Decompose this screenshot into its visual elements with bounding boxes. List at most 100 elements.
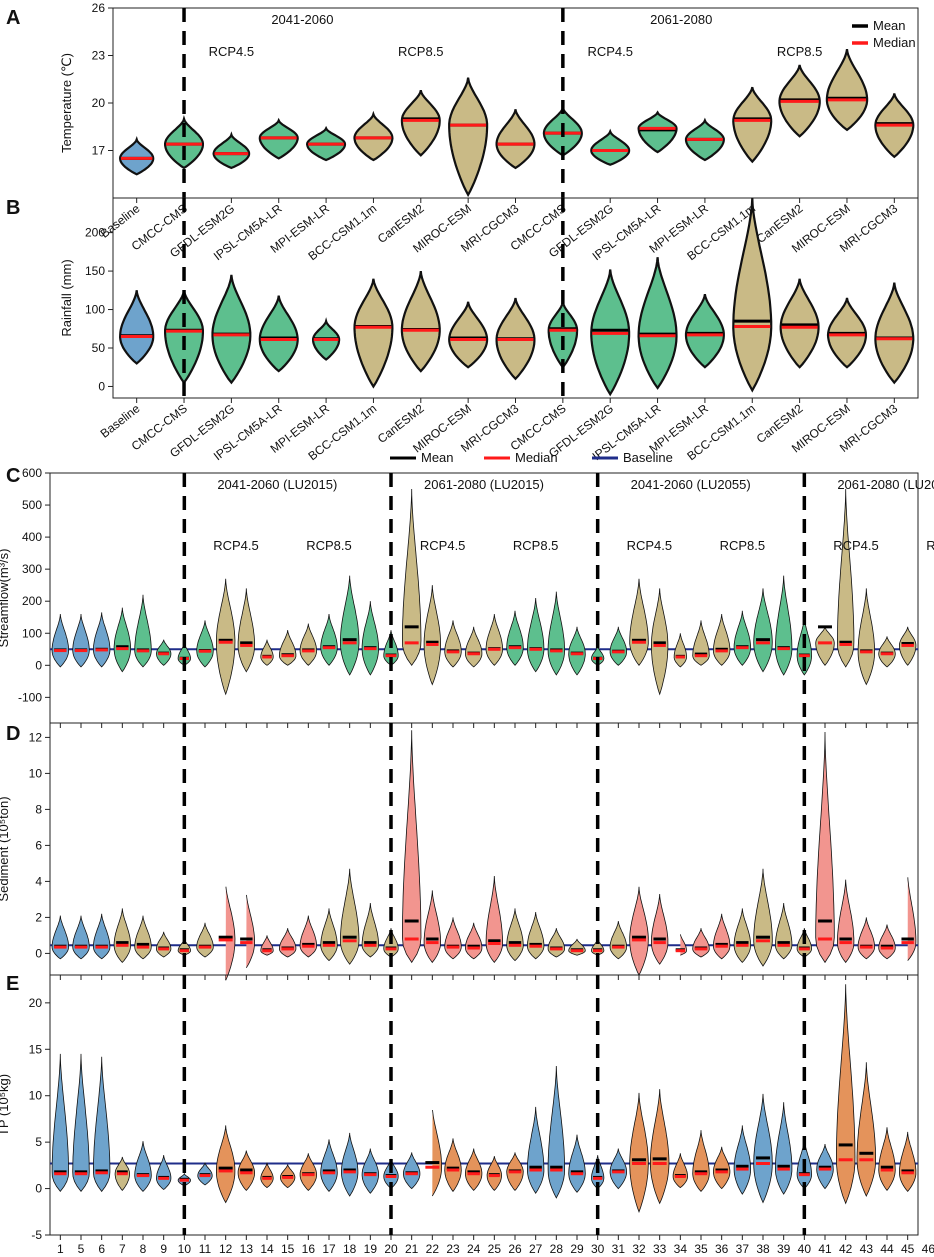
violin-body <box>590 269 631 397</box>
violin <box>444 917 462 960</box>
violin <box>465 626 483 668</box>
y-tick-label: 150 <box>85 264 105 278</box>
violin-body <box>651 588 669 696</box>
violin-body <box>383 1158 399 1190</box>
y-tick-label: 0 <box>35 946 42 960</box>
x-tick-label: 31 <box>612 1242 626 1256</box>
y-tick-label: 0 <box>35 1182 42 1196</box>
period-label: 2061-2080 (LU2015) <box>424 477 544 492</box>
x-tick-label: 21 <box>405 1242 419 1256</box>
y-axis-label: Temperature (℃) <box>59 53 74 153</box>
violin <box>260 1162 274 1189</box>
violin <box>361 902 379 958</box>
violin <box>177 1172 191 1187</box>
violin <box>650 1089 670 1205</box>
violin <box>815 625 835 666</box>
x-tick-label: 39 <box>777 1242 791 1256</box>
violin <box>113 908 132 963</box>
violin <box>898 1131 917 1193</box>
violin-body <box>692 928 710 958</box>
violin-body <box>629 1092 649 1213</box>
violin-body <box>113 908 132 963</box>
violin-body <box>423 890 442 964</box>
scenario-label: RCP8.5 <box>926 538 934 553</box>
violin-body <box>402 730 422 964</box>
violin <box>278 630 297 666</box>
violin <box>779 278 820 369</box>
period-label: 2041-2060 (LU2015) <box>217 477 337 492</box>
period-label: 2041-2060 (LU2055) <box>631 477 751 492</box>
violin <box>733 908 752 963</box>
violin <box>609 920 628 960</box>
violin-body <box>650 1089 670 1205</box>
violin-body <box>547 591 565 676</box>
violin-body <box>527 1106 545 1194</box>
scenario-label: RCP8.5 <box>398 44 444 59</box>
x-tick-label: 10 <box>178 1242 192 1256</box>
violin <box>609 626 628 666</box>
violin <box>485 613 504 666</box>
violin <box>448 301 489 369</box>
x-tick-label: 22 <box>426 1242 440 1256</box>
violin <box>118 136 155 176</box>
x-tick-label: 32 <box>632 1242 646 1256</box>
violin-body <box>340 868 360 965</box>
y-tick-label: 100 <box>85 303 105 317</box>
violin <box>774 1102 793 1195</box>
legend-label: Mean <box>873 18 906 33</box>
violin-body <box>72 613 90 668</box>
x-tick-label: 11 <box>199 1242 212 1256</box>
violin <box>506 1152 524 1191</box>
x-tick-label: 13 <box>240 1242 254 1256</box>
legend-label: Baseline <box>623 450 673 465</box>
violin-body <box>216 578 236 696</box>
violin <box>425 1109 442 1197</box>
violin <box>361 1148 379 1194</box>
violin-body <box>857 588 875 686</box>
legend-label: Mean <box>421 450 454 465</box>
violin <box>590 269 631 397</box>
x-tick-label: 9 <box>160 1242 167 1256</box>
y-tick-label: 100 <box>22 626 42 640</box>
violin <box>672 1153 689 1189</box>
violin-body <box>400 90 441 157</box>
panel-letter: E <box>6 973 19 995</box>
violin <box>340 575 360 676</box>
violin <box>278 928 297 958</box>
x-tick-label: 16 <box>302 1242 316 1256</box>
violin <box>240 894 255 969</box>
violin <box>92 612 111 668</box>
panel-letter: B <box>6 197 20 219</box>
y-tick-label: 300 <box>22 562 42 576</box>
violin-body <box>134 594 152 668</box>
violin <box>320 908 338 962</box>
y-axis-label: TP (10⁵kg) <box>0 1074 11 1136</box>
violin-body <box>774 902 793 960</box>
violin <box>197 1162 213 1186</box>
x-tick-label: 35 <box>694 1242 708 1256</box>
violin-body <box>299 915 317 958</box>
violin <box>486 1156 503 1191</box>
violin-body <box>547 1065 565 1199</box>
x-tick-label: 37 <box>736 1242 750 1256</box>
violin <box>444 620 462 668</box>
violin-body <box>353 278 394 389</box>
violin-body <box>260 1162 274 1189</box>
violin <box>353 278 394 389</box>
violin-body <box>815 625 835 666</box>
violin <box>312 317 341 361</box>
y-tick-label: 26 <box>92 1 106 15</box>
violin <box>629 886 649 976</box>
violin <box>857 588 875 686</box>
violin-body <box>361 1148 379 1194</box>
violin-body <box>825 49 869 132</box>
violin-body <box>299 623 317 666</box>
violin-body <box>113 607 131 673</box>
violin-body <box>651 893 669 965</box>
violin-body <box>361 601 380 676</box>
violin-body <box>774 1102 793 1195</box>
panel-letter: D <box>6 723 20 745</box>
violin <box>901 877 917 961</box>
violin <box>305 125 347 162</box>
violin <box>260 935 274 956</box>
